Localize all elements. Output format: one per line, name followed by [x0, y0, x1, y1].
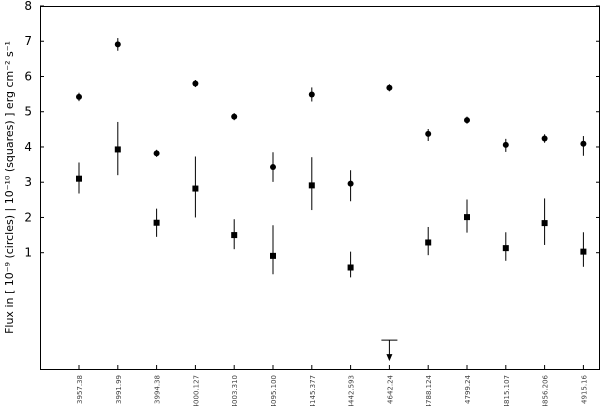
circle-point: [76, 93, 82, 100]
x-tick-label: 3957.38: [76, 375, 84, 404]
y-axis-ticks: 1 2 3 4 5 6 7 8: [24, 0, 600, 260]
circle-point: [231, 113, 238, 120]
circle-point: [192, 80, 199, 87]
square-point: [270, 252, 276, 259]
x-tick-label: 4442.593: [348, 375, 356, 406]
square-point: [231, 232, 238, 239]
x-tick-label: 4003.310: [231, 375, 239, 406]
circle-point: [308, 91, 315, 98]
circle-point: [502, 141, 509, 148]
square-point: [347, 264, 354, 271]
square-point: [502, 245, 509, 252]
x-axis-ticks: 3957.38 3991.99 3994.38 4000.127 4003.310 409…: [76, 365, 588, 406]
square-point: [114, 146, 121, 153]
x-tick-label: 4815.107: [503, 375, 511, 406]
y-tick-label: 7: [24, 34, 32, 48]
y-tick-label: 1: [24, 246, 32, 260]
circle-point: [541, 135, 548, 142]
x-tick-label: 4915.16: [580, 374, 588, 403]
x-tick-label: 4642.24: [386, 374, 394, 403]
square-point: [580, 248, 587, 255]
square-point: [425, 239, 432, 246]
circle-point: [425, 130, 432, 137]
square-point: [308, 182, 315, 189]
x-tick-label: 4145.377: [309, 375, 317, 406]
circle-point: [464, 117, 470, 124]
y-tick-label: 5: [24, 105, 32, 119]
y-tick-label: 8: [24, 0, 32, 13]
square-point: [541, 220, 548, 227]
x-tick-label: 4000.127: [192, 375, 200, 406]
square-point: [153, 219, 160, 226]
y-tick-label: 6: [24, 69, 32, 83]
circle-point: [580, 140, 587, 147]
circle-point: [386, 84, 393, 91]
y-tick-label: 2: [24, 210, 32, 224]
y-axis-label: Flux in [ 10⁻⁹ (circles) | 10⁻¹⁰ (square…: [3, 41, 16, 334]
y-tick-label: 3: [24, 175, 32, 189]
circle-point: [153, 150, 160, 157]
upper-limit-arrow: [386, 354, 393, 362]
circle-point: [270, 164, 276, 171]
x-tick-label: 4799.24: [464, 374, 472, 403]
square-point: [76, 175, 82, 182]
x-tick-label: 4788.124: [425, 374, 433, 406]
x-tick-label: 3994.38: [154, 375, 162, 404]
y-tick-label: 4: [24, 140, 32, 154]
circle-point: [114, 41, 121, 48]
x-tick-label: 4095.100: [270, 375, 278, 406]
plot-frame: [40, 6, 600, 370]
x-tick-label: 4856.206: [542, 374, 550, 406]
data-marks: [76, 38, 587, 362]
x-tick-label: 3991.99: [115, 375, 123, 404]
square-point: [192, 185, 199, 192]
square-point: [464, 214, 470, 221]
circle-point: [347, 180, 354, 187]
